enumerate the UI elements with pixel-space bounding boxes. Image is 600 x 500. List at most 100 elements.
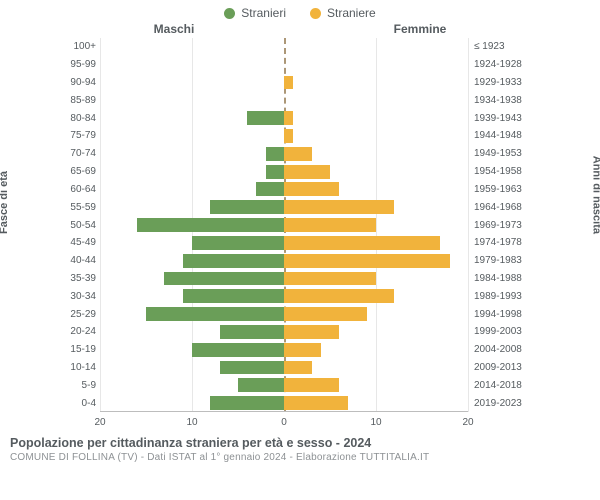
bar-female: [284, 200, 394, 214]
birth-label: 1969-1973: [468, 220, 528, 231]
birth-label: 1944-1948: [468, 130, 528, 141]
bar-pair: [100, 394, 468, 412]
bar-pair: [100, 38, 468, 56]
birth-label: 1979-1983: [468, 255, 528, 266]
chart-row: 5-9 2014-2018: [60, 376, 528, 394]
birth-label: 2019-2023: [468, 398, 528, 409]
birth-label: ≤ 1923: [468, 41, 528, 52]
chart-row: 45-491974-1978: [60, 234, 528, 252]
age-label: 60-64: [60, 184, 100, 195]
x-tick: 0: [281, 417, 287, 428]
legend-item-female: Straniere: [310, 6, 376, 20]
legend: Stranieri Straniere: [0, 0, 600, 22]
bar-pair: [100, 109, 468, 127]
y-axis-right-title: Anni di nascita: [590, 156, 600, 234]
birth-label: 1954-1958: [468, 166, 528, 177]
chart-row: 10-142009-2013: [60, 359, 528, 377]
bar-female: [284, 307, 367, 321]
birth-label: 1949-1953: [468, 148, 528, 159]
age-label: 5-9: [60, 380, 100, 391]
legend-label-female: Straniere: [327, 6, 376, 20]
bar-female: [284, 218, 376, 232]
chart-row: 90-94 1929-1933: [60, 74, 528, 92]
age-label: 25-29: [60, 309, 100, 320]
pyramid-chart: Fasce di età Anni di nascita 100+≤ 19239…: [0, 38, 600, 430]
bar-female: [284, 361, 312, 375]
birth-label: 1929-1933: [468, 77, 528, 88]
birth-label: 1989-1993: [468, 291, 528, 302]
bar-female: [284, 396, 348, 410]
chart-row: 15-19 2004-2008: [60, 341, 528, 359]
x-tick: 20: [94, 417, 105, 428]
bar-male: [256, 182, 284, 196]
birth-label: 2004-2008: [468, 344, 528, 355]
bar-pair: [100, 181, 468, 199]
birth-label: 1939-1943: [468, 113, 528, 124]
bar-male: [146, 307, 284, 321]
bar-female: [284, 343, 321, 357]
bar-female: [284, 254, 450, 268]
bar-female: [284, 289, 394, 303]
legend-item-male: Stranieri: [224, 6, 286, 20]
bar-female: [284, 129, 293, 143]
chart-row: 85-891934-1938: [60, 91, 528, 109]
footer-subtitle: COMUNE DI FOLLINA (TV) - Dati ISTAT al 1…: [10, 450, 590, 463]
x-tick: 10: [186, 417, 197, 428]
bar-pair: [100, 376, 468, 394]
birth-label: 2014-2018: [468, 380, 528, 391]
chart-row: 55-59 1964-1968: [60, 198, 528, 216]
bar-female: [284, 236, 440, 250]
bar-pair: [100, 216, 468, 234]
legend-swatch-male: [224, 8, 235, 19]
age-label: 80-84: [60, 113, 100, 124]
x-tick: 10: [370, 417, 381, 428]
age-label: 10-14: [60, 362, 100, 373]
birth-label: 1974-1978: [468, 237, 528, 248]
birth-label: 1924-1928: [468, 59, 528, 70]
bar-female: [284, 325, 339, 339]
age-label: 40-44: [60, 255, 100, 266]
chart-row: 80-84 1939-1943: [60, 109, 528, 127]
bar-pair: [100, 287, 468, 305]
chart-row: 65-69 1954-1958: [60, 163, 528, 181]
bar-male: [220, 325, 284, 339]
bar-male: [238, 378, 284, 392]
bar-pair: [100, 323, 468, 341]
chart-footer: Popolazione per cittadinanza straniera p…: [0, 430, 600, 463]
chart-row: 70-74 1949-1953: [60, 145, 528, 163]
age-label: 55-59: [60, 202, 100, 213]
bar-pair: [100, 359, 468, 377]
bar-pair: [100, 270, 468, 288]
bar-pair: [100, 198, 468, 216]
chart-row: 25-291994-1998: [60, 305, 528, 323]
bar-male: [210, 200, 284, 214]
age-label: 70-74: [60, 148, 100, 159]
bar-pair: [100, 341, 468, 359]
chart-row: 20-241999-2003: [60, 323, 528, 341]
bar-female: [284, 378, 339, 392]
x-tick: 20: [462, 417, 473, 428]
bar-pair: [100, 74, 468, 92]
age-label: 90-94: [60, 77, 100, 88]
bar-male: [266, 147, 284, 161]
chart-row: 30-34 1989-1993: [60, 287, 528, 305]
bar-female: [284, 165, 330, 179]
age-label: 95-99: [60, 59, 100, 70]
age-label: 30-34: [60, 291, 100, 302]
bar-female: [284, 182, 339, 196]
chart-row: 40-44 1979-1983: [60, 252, 528, 270]
bar-male: [183, 254, 284, 268]
bar-female: [284, 76, 293, 90]
legend-label-male: Stranieri: [241, 6, 286, 20]
bar-pair: [100, 305, 468, 323]
age-label: 15-19: [60, 344, 100, 355]
birth-label: 1964-1968: [468, 202, 528, 213]
bar-female: [284, 272, 376, 286]
age-label: 65-69: [60, 166, 100, 177]
chart-row: 35-391984-1988: [60, 270, 528, 288]
chart-row: 50-541969-1973: [60, 216, 528, 234]
bar-male: [247, 111, 284, 125]
bar-male: [164, 272, 284, 286]
bar-male: [220, 361, 284, 375]
chart-row: 75-791944-1948: [60, 127, 528, 145]
